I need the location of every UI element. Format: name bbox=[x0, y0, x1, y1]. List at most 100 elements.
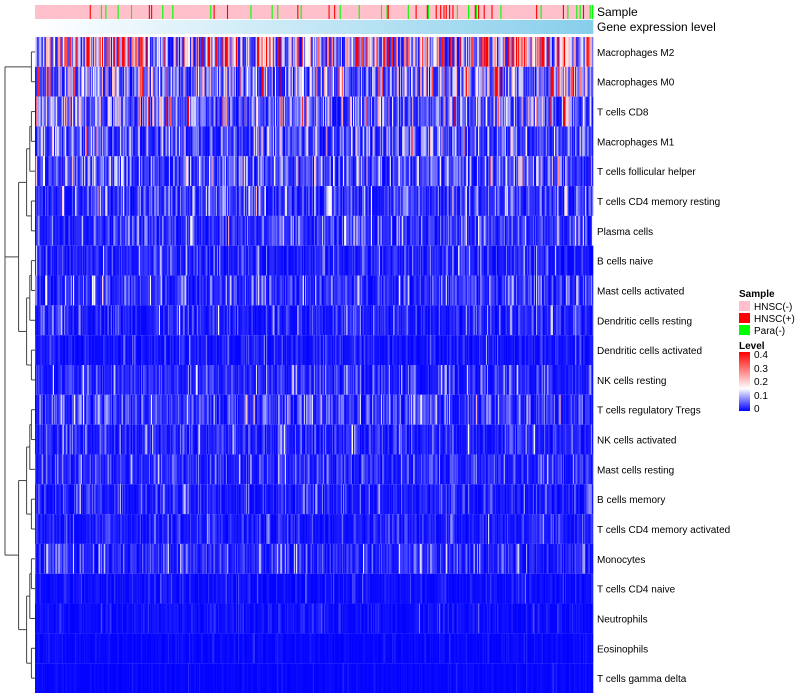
heatmap-cell bbox=[138, 156, 141, 187]
heatmap-cell bbox=[504, 66, 507, 97]
heatmap-cell bbox=[236, 96, 239, 127]
heatmap-cell bbox=[412, 245, 414, 276]
heatmap-cell bbox=[284, 156, 287, 187]
gene-level-annotation-cell bbox=[490, 20, 492, 34]
heatmap-cell bbox=[173, 96, 175, 127]
heatmap-cell bbox=[132, 186, 134, 216]
heatmap-cell bbox=[402, 96, 404, 127]
heatmap-cell bbox=[489, 66, 491, 97]
heatmap-cell bbox=[366, 156, 368, 187]
heatmap-cell bbox=[432, 245, 434, 276]
heatmap-cell bbox=[586, 66, 588, 97]
heatmap-cell bbox=[155, 66, 157, 97]
heatmap-cell bbox=[85, 186, 87, 216]
heatmap-cell bbox=[200, 215, 202, 246]
heatmap-cell bbox=[210, 126, 212, 157]
sample-annotation-cell bbox=[84, 5, 86, 19]
heatmap-cell bbox=[576, 156, 578, 187]
sample-annotation-cell bbox=[316, 5, 318, 19]
heatmap-cell bbox=[277, 215, 279, 246]
heatmap-cell bbox=[470, 156, 472, 187]
heatmap-cell bbox=[498, 156, 500, 187]
heatmap-cell bbox=[244, 126, 247, 157]
heatmap-cell bbox=[248, 37, 250, 67]
heatmap-cell bbox=[197, 66, 200, 97]
heatmap-cell bbox=[119, 215, 122, 246]
heatmap-cell bbox=[364, 126, 366, 157]
heatmap-cell bbox=[343, 245, 345, 276]
gene-level-annotation-cell bbox=[327, 20, 329, 34]
heatmap-cell bbox=[207, 126, 210, 157]
heatmap-cell bbox=[316, 215, 318, 246]
heatmap-cell bbox=[223, 186, 226, 216]
heatmap-cell bbox=[152, 126, 154, 157]
sample-annotation-cell bbox=[426, 5, 429, 19]
heatmap-cell bbox=[503, 66, 506, 97]
heatmap-cell bbox=[457, 66, 460, 97]
sample-annotation-cell bbox=[164, 5, 166, 19]
heatmap-cell bbox=[298, 66, 300, 97]
heatmap-cell bbox=[123, 215, 125, 246]
heatmap-cell bbox=[122, 126, 124, 157]
heatmap-cell bbox=[366, 126, 368, 157]
heatmap-cell bbox=[421, 186, 423, 216]
heatmap-cell bbox=[508, 186, 510, 216]
gene-level-annotation-cell bbox=[465, 20, 468, 34]
heatmap-cell bbox=[522, 186, 525, 216]
heatmap-cell bbox=[45, 186, 47, 216]
gene-level-annotation-cell bbox=[66, 20, 68, 34]
heatmap-cell bbox=[287, 245, 289, 276]
sample-annotation-cell bbox=[242, 5, 244, 19]
heatmap-cell bbox=[417, 37, 420, 67]
heatmap-cell bbox=[566, 215, 568, 246]
heatmap-cell bbox=[428, 186, 431, 216]
heatmap-cell bbox=[104, 96, 106, 127]
heatmap-cell bbox=[421, 156, 423, 187]
heatmap-cell bbox=[492, 66, 494, 97]
heatmap-cell bbox=[310, 156, 313, 187]
heatmap-cell bbox=[589, 126, 592, 157]
heatmap-cell bbox=[143, 156, 145, 187]
heatmap-cell bbox=[320, 96, 323, 127]
heatmap-cell bbox=[492, 96, 494, 127]
heatmap-cell bbox=[49, 66, 51, 97]
heatmap-cell bbox=[407, 96, 410, 127]
heatmap-cell bbox=[582, 37, 585, 67]
heatmap-cell bbox=[513, 66, 516, 97]
heatmap-cell bbox=[218, 245, 220, 276]
heatmap-cell bbox=[507, 126, 509, 157]
sample-annotation-cell bbox=[146, 5, 149, 19]
heatmap-cell bbox=[327, 245, 329, 276]
sample-annotation-cell bbox=[257, 5, 259, 19]
heatmap-cell bbox=[340, 96, 343, 127]
gene-level-annotation-cell bbox=[366, 20, 368, 34]
heatmap-cell bbox=[412, 126, 414, 157]
heatmap-cell bbox=[475, 186, 478, 216]
heatmap-cell bbox=[109, 66, 112, 97]
heatmap-cell bbox=[170, 245, 172, 276]
heatmap-cell bbox=[395, 37, 397, 67]
heatmap-cell bbox=[368, 66, 371, 97]
heatmap-cell bbox=[520, 37, 522, 67]
heatmap-cell bbox=[297, 126, 299, 157]
heatmap-cell bbox=[171, 245, 173, 276]
heatmap-cell bbox=[517, 215, 519, 246]
heatmap-cell bbox=[584, 126, 586, 157]
heatmap-cell bbox=[348, 156, 351, 187]
heatmap-cell bbox=[308, 96, 310, 127]
heatmap-cell bbox=[167, 66, 170, 97]
heatmap-cell bbox=[117, 156, 119, 187]
heatmap-cell bbox=[110, 186, 113, 216]
heatmap-cell bbox=[164, 215, 166, 246]
sample-annotation-cell bbox=[550, 5, 553, 19]
heatmap-cell bbox=[349, 126, 352, 157]
heatmap-cell bbox=[451, 37, 453, 67]
heatmap-cell bbox=[187, 156, 190, 187]
heatmap-cell bbox=[344, 156, 346, 187]
heatmap-cell bbox=[413, 215, 415, 246]
heatmap-cell bbox=[39, 66, 41, 97]
heatmap-cell bbox=[145, 37, 147, 67]
gene-level-annotation-cell bbox=[257, 20, 259, 34]
heatmap-cell bbox=[339, 245, 342, 276]
heatmap-cell bbox=[350, 66, 353, 97]
